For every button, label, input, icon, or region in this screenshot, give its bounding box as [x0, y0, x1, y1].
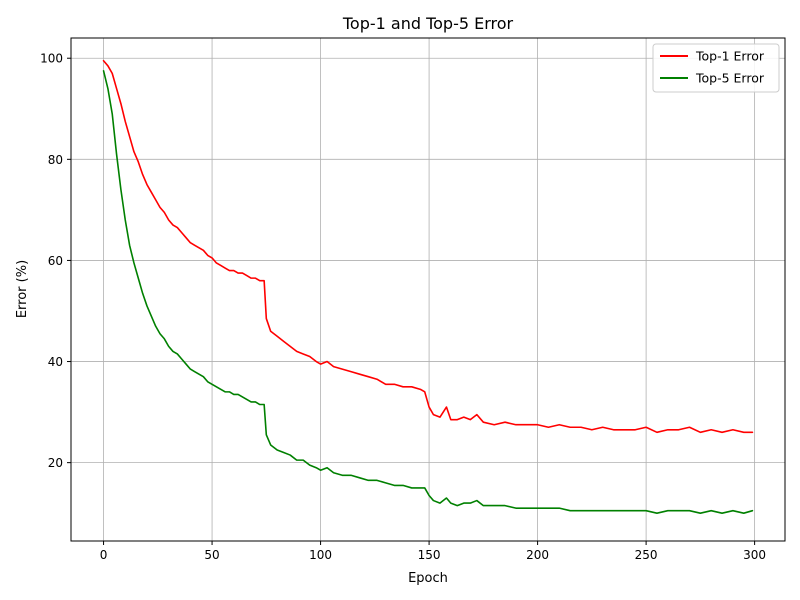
y-tick-label: 80: [48, 153, 63, 167]
series-line-top5: [102, 70, 754, 515]
series-line-top1: [102, 59, 754, 434]
plot-frame: [70, 37, 786, 542]
x-tick-label: 0: [100, 548, 108, 562]
x-tick-label: 150: [418, 548, 441, 562]
x-tick-label: 200: [526, 548, 549, 562]
series-layer: [102, 59, 754, 515]
chart-title: Top-1 and Top-5 Error: [342, 14, 514, 33]
y-tick-label: 40: [48, 355, 63, 369]
x-tick-label: 100: [309, 548, 332, 562]
x-tick-label: 250: [635, 548, 658, 562]
x-tick-label: 50: [204, 548, 219, 562]
legend-label-top5: Top-5 Error: [695, 71, 765, 86]
legend-label-top1: Top-1 Error: [695, 49, 765, 64]
legend: Top-1 Error Top-5 Error: [652, 43, 780, 93]
x-tick-label: 300: [743, 548, 766, 562]
y-axis-ticks: 20 40 60 80 100: [40, 52, 71, 470]
x-axis-ticks: 0 50 100 150 200 250 300: [100, 541, 766, 562]
x-axis-label: Epoch: [408, 571, 448, 586]
y-axis-label: Error (%): [15, 260, 30, 318]
grid: [71, 38, 785, 541]
y-tick-label: 100: [40, 52, 63, 66]
y-tick-label: 60: [48, 254, 63, 268]
y-tick-label: 20: [48, 456, 63, 470]
